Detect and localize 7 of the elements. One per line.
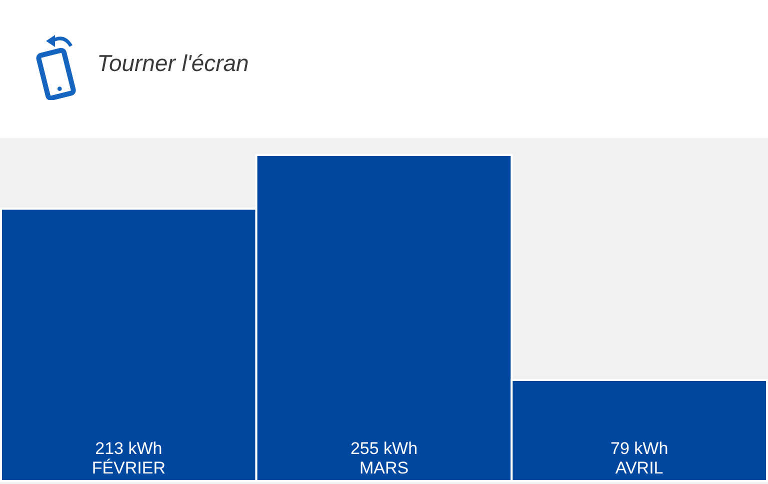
x-tick-label: MARS [359,458,409,478]
x-tick-label: FÉVRIER [92,458,166,478]
x-tick-label: AVRIL [615,458,664,478]
data-label: 255 kWh [350,439,418,458]
data-label: 79 kWh [610,439,668,458]
text: Tourner l'écran [97,50,249,77]
data-label: 213 kWh [95,439,162,458]
